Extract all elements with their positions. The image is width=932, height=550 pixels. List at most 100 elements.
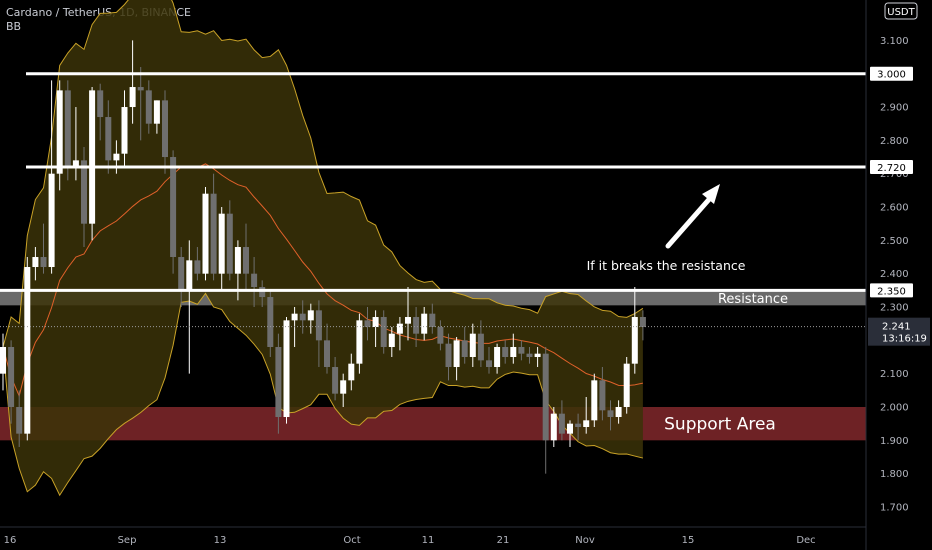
candle-body [64, 90, 71, 168]
candle-body [267, 297, 274, 348]
candle-body [105, 117, 112, 161]
candle [550, 407, 557, 447]
candle-body [396, 323, 403, 334]
candle-body [372, 317, 379, 328]
candle-body [324, 340, 330, 368]
candle [356, 313, 363, 374]
candle [518, 340, 525, 361]
candle [340, 373, 347, 407]
candle-body [145, 90, 152, 124]
y-tick-label: 2.700 [880, 169, 909, 180]
candle-body [8, 347, 15, 407]
candle-body [243, 247, 249, 274]
candle [469, 323, 476, 368]
candle-body [356, 320, 363, 364]
candle [413, 307, 420, 348]
candle-body [186, 260, 193, 291]
candle [599, 367, 606, 421]
candle-body [486, 360, 492, 368]
candle-body [583, 420, 590, 427]
time-axis[interactable]: 16 Sep 13 Oct 11 21 Nov 15 Dec [0, 526, 866, 546]
candle [380, 310, 387, 354]
indicator-label[interactable]: BB [6, 20, 22, 33]
resistance-label: Resistance [718, 292, 788, 307]
band-upper-line [2, 0, 644, 348]
x-tick-label: 11 [422, 535, 435, 546]
candle-body [89, 90, 96, 224]
candle-body [226, 213, 233, 274]
x-tick-label: 21 [497, 535, 510, 546]
x-tick-label: Oct [343, 535, 360, 546]
candle [162, 90, 168, 174]
candle [145, 80, 152, 134]
support-area-label: Support Area [664, 415, 776, 435]
y-tick-label: 2.600 [880, 203, 909, 214]
y-tick-label: 2.300 [880, 303, 909, 314]
candle-body [510, 347, 517, 358]
candle-body [178, 257, 185, 291]
candle-body [534, 353, 541, 358]
candle [16, 390, 23, 447]
candle-body [477, 333, 484, 361]
candle-body [348, 363, 355, 381]
candle [526, 347, 533, 364]
level-tag-bg [870, 283, 913, 298]
currency-badge: USDT [887, 7, 915, 18]
y-tick-label: 1.700 [880, 502, 909, 513]
candle-body [275, 347, 282, 417]
candle [364, 307, 371, 341]
band-lower-line [2, 292, 644, 497]
support-zone [0, 407, 866, 441]
y-tick-label: 2.900 [880, 103, 909, 114]
candle-body [494, 347, 501, 368]
candle-body [332, 367, 339, 394]
candle [170, 150, 177, 274]
candle [575, 413, 582, 441]
candle [299, 300, 306, 334]
breakout-arrow-shaft [665, 193, 715, 249]
level-tag-bg [870, 160, 913, 175]
y-tick-label: 2.800 [880, 136, 909, 147]
x-tick-label: 15 [682, 535, 695, 546]
candle [178, 247, 185, 308]
candle [56, 80, 63, 191]
candle [623, 357, 630, 414]
levels-layer[interactable] [0, 72, 866, 328]
candle-body [202, 193, 209, 274]
candle [558, 400, 565, 441]
candle [64, 80, 71, 181]
price-axis[interactable]: 1.7001.8001.9002.0002.1002.2002.3002.400… [865, 0, 932, 550]
countdown-timer: 13:16:19 [882, 334, 927, 345]
price-axis-bg [866, 0, 932, 550]
candle [332, 357, 339, 401]
candle [210, 173, 217, 281]
candle [81, 147, 87, 248]
candle-body [631, 317, 638, 364]
y-tick-label: 1.800 [880, 469, 909, 480]
candle [40, 223, 47, 274]
candle [0, 333, 6, 391]
candle-body [421, 313, 428, 334]
candle [153, 100, 160, 134]
candle-body [210, 193, 217, 274]
candle [583, 397, 590, 434]
candle-body [137, 87, 144, 91]
candle [275, 333, 282, 434]
candle [348, 353, 355, 391]
candle-body [469, 333, 476, 358]
candle [591, 373, 598, 427]
candle-body [162, 100, 168, 158]
candle-body [437, 327, 444, 344]
candle [510, 333, 517, 364]
x-tick-label: 13 [214, 535, 227, 546]
candle-body [639, 317, 646, 328]
candle [243, 223, 249, 291]
candle [461, 327, 468, 364]
y-tick-label: 2.000 [880, 403, 909, 414]
candle-body [16, 407, 23, 434]
candle-body [615, 407, 622, 417]
candle-body [542, 353, 549, 441]
candle [631, 287, 638, 374]
y-tick-label: 2.100 [880, 369, 909, 380]
